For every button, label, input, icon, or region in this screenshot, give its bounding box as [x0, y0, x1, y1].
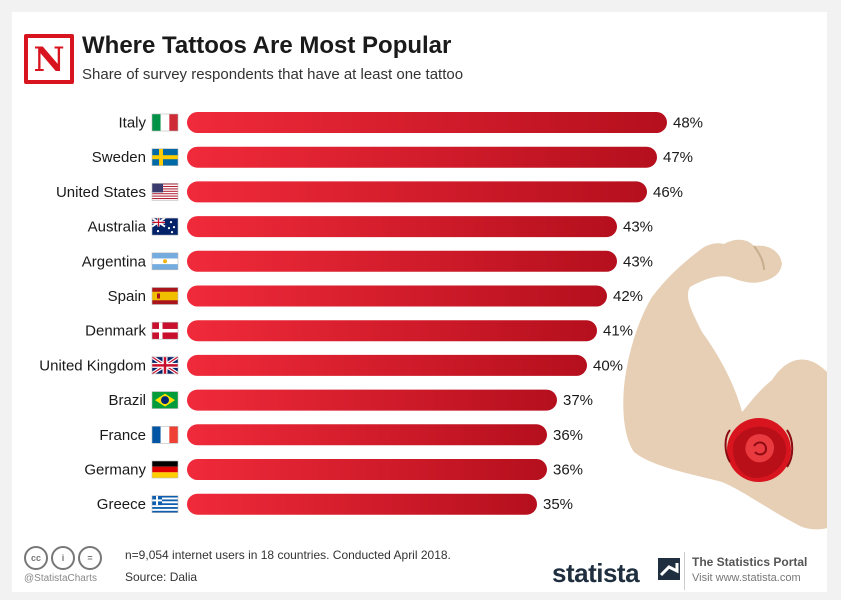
category-label: Spain — [108, 288, 146, 305]
statista-handle: @StatistaCharts — [24, 573, 97, 584]
bar-row: Italy 48% — [118, 112, 703, 133]
greece-flag-icon — [151, 495, 179, 514]
value-label: 42% — [613, 288, 643, 305]
bar-row: Greece 35% — [97, 493, 573, 515]
bar — [187, 181, 647, 203]
bar-chart: Italy 48%Sweden 47%United States 46%Austral… — [39, 112, 703, 515]
value-label: 41% — [603, 323, 633, 340]
portal-name: The Statistics Portal — [692, 555, 808, 569]
bar — [187, 216, 617, 238]
australia-flag-icon — [151, 217, 179, 236]
category-label: United States — [56, 184, 146, 201]
chart-title: Where Tattoos Are Most Popular — [82, 32, 452, 59]
sweden-flag-icon — [151, 148, 179, 166]
category-label: Italy — [118, 115, 146, 132]
infographic-card: N Where Tattoos Are Most Popular Share o… — [12, 12, 827, 592]
bar-row: France 36% — [99, 424, 583, 446]
bar-row: Brazil 37% — [108, 389, 593, 411]
bar — [187, 354, 587, 376]
source-note: Source: Dalia — [125, 570, 198, 584]
category-label: Denmark — [85, 323, 146, 340]
value-label: 40% — [593, 357, 623, 374]
bar — [187, 285, 607, 307]
bar — [187, 424, 547, 446]
bar-row: United Kingdom 40% — [39, 354, 623, 376]
argentina-flag-icon — [151, 252, 179, 271]
newsweek-logo: N — [24, 34, 74, 84]
bar — [187, 389, 557, 411]
statista-logo-icon — [658, 558, 680, 580]
italy-flag-icon — [151, 113, 179, 132]
category-label: France — [99, 427, 146, 444]
value-label: 48% — [673, 115, 703, 132]
license-icons: cc i = — [24, 546, 105, 570]
category-label: Australia — [88, 219, 147, 236]
bar-row: Argentina 43% — [82, 250, 653, 272]
germany-flag-icon — [151, 460, 179, 479]
chart-subtitle: Share of survey respondents that have at… — [82, 66, 464, 83]
bar-row: Australia 43% — [88, 216, 653, 238]
category-label: Germany — [84, 462, 146, 479]
logo-letter: N — [33, 40, 65, 80]
france-flag-icon — [151, 425, 179, 444]
bar — [187, 250, 617, 272]
category-label: Sweden — [92, 149, 146, 166]
bar — [187, 112, 667, 133]
bar — [187, 146, 657, 168]
value-label: 37% — [563, 392, 593, 409]
footer-divider — [684, 552, 685, 590]
statista-wordmark: statista — [552, 558, 640, 588]
bar-row: Spain 42% — [108, 285, 643, 307]
arm-crease — [753, 245, 765, 271]
category-label: Greece — [97, 496, 146, 513]
bar-row: United States 46% — [56, 181, 683, 203]
value-label: 35% — [543, 496, 573, 513]
bar — [187, 459, 547, 480]
category-label: Argentina — [82, 253, 147, 270]
nd-icon: = — [78, 546, 102, 570]
bar-row: Denmark 41% — [85, 320, 633, 342]
spain-flag-icon — [151, 287, 179, 305]
value-label: 36% — [553, 462, 583, 479]
value-label: 43% — [623, 253, 653, 270]
flexed-arm-illustration — [623, 239, 827, 530]
denmark-flag-icon — [151, 321, 179, 340]
category-label: Brazil — [108, 392, 146, 409]
bar — [187, 320, 597, 342]
value-label: 46% — [653, 184, 683, 201]
portal-url: Visit www.statista.com — [692, 572, 801, 584]
cc-icon: cc — [24, 546, 48, 570]
category-label: United Kingdom — [39, 357, 146, 374]
value-label: 47% — [663, 149, 693, 166]
bar-row: Sweden 47% — [92, 146, 693, 168]
value-label: 36% — [553, 427, 583, 444]
by-icon: i — [51, 546, 75, 570]
survey-note: n=9,054 internet users in 18 countries. … — [125, 548, 451, 562]
bar-row: Germany 36% — [84, 459, 583, 480]
bar — [187, 493, 537, 515]
brazil-flag-icon — [151, 391, 179, 409]
usa-flag-icon — [151, 183, 179, 201]
uk-flag-icon — [151, 355, 179, 376]
value-label: 43% — [623, 219, 653, 236]
rose-tattoo-icon — [724, 418, 794, 482]
